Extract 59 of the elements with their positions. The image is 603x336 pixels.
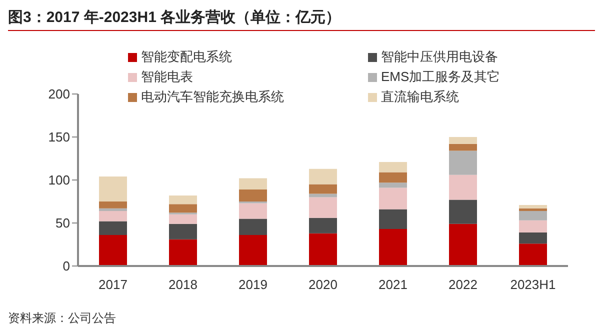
x-tick-label: 2018	[168, 277, 198, 292]
x-tick-label: 2022	[448, 277, 478, 292]
bar	[449, 144, 477, 151]
bar	[239, 203, 267, 219]
x-tick-label: 2020	[308, 277, 338, 292]
bar	[449, 200, 477, 224]
bar	[239, 218, 267, 236]
bar	[99, 235, 127, 266]
legend-label: 直流输电系统	[381, 88, 459, 106]
y-tick-label: 150	[48, 130, 70, 145]
bar	[449, 224, 477, 266]
bar	[449, 150, 477, 175]
bar	[519, 208, 547, 211]
bar	[99, 202, 127, 208]
bar	[519, 204, 547, 208]
bar	[379, 188, 407, 210]
bar	[519, 220, 547, 232]
y-tick-label: 50	[56, 216, 70, 231]
x-tick-label: 2023H1	[510, 277, 556, 292]
bar	[99, 208, 127, 211]
bar	[169, 214, 197, 224]
bar	[169, 224, 197, 240]
bar	[169, 204, 197, 213]
bar	[309, 168, 337, 184]
bar	[519, 244, 547, 266]
bar	[379, 209, 407, 230]
legend-label: 智能电表	[141, 68, 193, 86]
text: 资料来源：公司公告	[8, 310, 116, 327]
bar	[309, 197, 337, 218]
legend-label: EMS加工服务及其它	[381, 68, 500, 86]
y-tick-label: 200	[48, 86, 70, 102]
bar	[99, 176, 127, 202]
bar	[309, 218, 337, 234]
bar	[239, 235, 267, 266]
bar	[519, 232, 547, 244]
legend-label: 电动汽车智能充换电系统	[141, 88, 284, 106]
bar	[99, 210, 127, 222]
bar	[379, 172, 407, 183]
bar	[309, 233, 337, 266]
bar	[239, 189, 267, 202]
bar	[169, 195, 197, 204]
y-tick-label: 100	[48, 172, 70, 188]
legend-label: 智能变配电系统	[141, 48, 232, 66]
x-tick-label: 2019	[238, 277, 268, 292]
chart-title: 图3：2017 年-2023H1 各业务营收（单位：亿元）	[8, 8, 595, 31]
bar	[379, 229, 407, 266]
x-tick-label: 2021	[378, 277, 408, 292]
legend-label: 智能中压供用电设备	[381, 48, 498, 66]
bar	[309, 184, 337, 194]
bar	[519, 210, 547, 220]
y-tick-label: 0	[62, 258, 70, 274]
bar	[449, 174, 477, 200]
x-tick-label: 2017	[98, 277, 128, 292]
bar	[379, 182, 407, 188]
bar	[239, 178, 267, 190]
bar	[99, 221, 127, 236]
bar	[449, 137, 477, 144]
bar	[379, 162, 407, 172]
bar	[169, 239, 197, 266]
